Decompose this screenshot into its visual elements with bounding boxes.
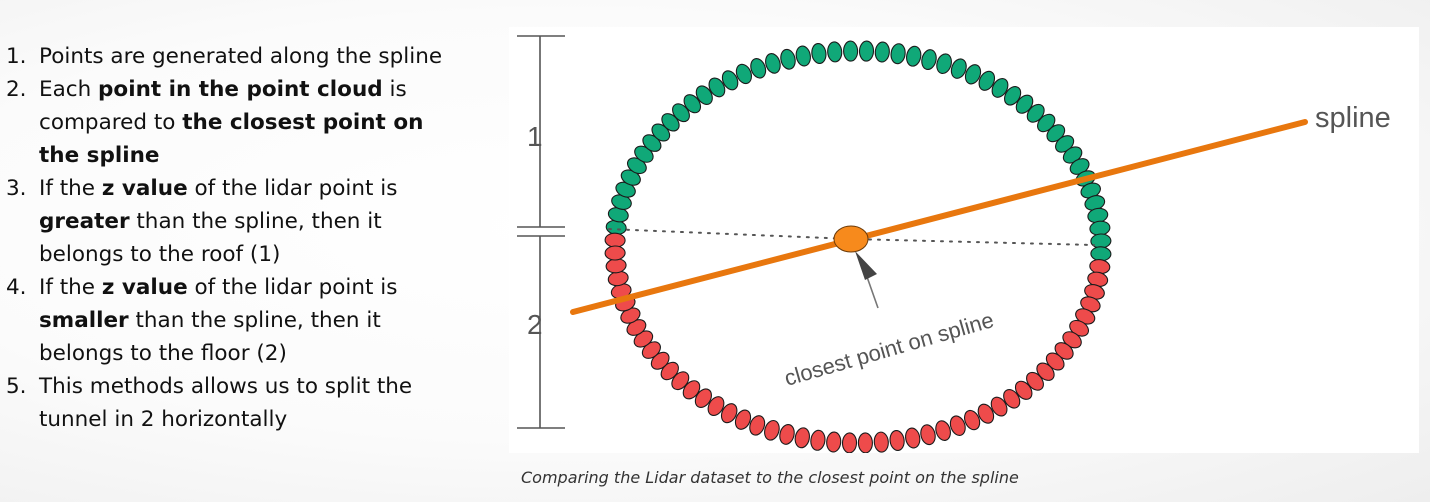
lidar-point [920,424,936,446]
lidar-point [1004,86,1022,106]
lidar-point [720,403,738,424]
step-number: 2. [6,77,27,102]
step-number: 5. [6,374,27,399]
step-text: Points are generated along the spline [39,44,443,69]
lidar-point [978,70,996,91]
spline-split-diagram: 1 2 spline closest point on spline [517,35,1391,453]
figure-caption: Comparing the Lidar dataset to the close… [521,468,1019,487]
lidar-point [889,429,905,452]
step-item: 5. This methods allows us to split the tu… [0,370,470,436]
arrow-head [855,251,877,280]
spline-line [570,119,1308,315]
lidar-point [950,58,967,79]
lidar-point [857,432,873,453]
lidar-point [810,429,826,451]
lidar-point [683,94,702,114]
closest-point-marker [833,225,869,253]
lidar-point [921,49,937,71]
lidar-point [991,78,1009,98]
dotted-line-left [608,228,852,240]
step-text: If the z value of the lidar point is sma… [39,275,398,366]
lidar-point [843,40,859,62]
lidar-point [750,58,767,79]
lidar-point [604,245,626,261]
lidar-point [949,415,966,436]
lidar-point [749,415,766,436]
step-number: 4. [6,275,27,300]
floor-section-label: 2 [527,309,543,340]
lidar-point [721,70,739,91]
lidar-point [764,419,780,441]
lidar-point [779,423,795,445]
step-number: 3. [6,176,27,201]
lidar-point [734,409,752,430]
lidar-point [708,77,726,98]
arrow-shaft [865,273,879,309]
lidar-point [795,45,811,67]
step-list: 1. Points are generated along the spline … [0,40,470,436]
step-item: 3. If the z value of the lidar point is g… [0,172,470,271]
lidar-point [1090,233,1112,249]
lidar-point [841,432,858,453]
lidar-point [890,43,906,65]
lidar-point [905,427,921,449]
diagram-panel: 1 2 spline closest point on spline [509,27,1419,453]
step-text: Each point in the point cloud is compare… [39,77,424,168]
lidar-point [874,41,890,63]
roof-section-label: 1 [527,121,543,152]
step-item: 4. If the z value of the lidar point is s… [0,271,470,370]
step-text: This methods allows us to split the tunn… [39,374,413,432]
step-item: 1. Points are generated along the spline [0,40,470,73]
lidar-point [858,40,875,62]
lidar-point [604,232,626,248]
dotted-line-right [850,238,1095,246]
step-number: 1. [6,44,27,69]
step-text: If the z value of the lidar point is gre… [39,176,398,267]
lidar-point [827,41,843,63]
lidar-point [765,53,781,74]
lidar-point [906,45,922,67]
lidar-point [977,403,995,424]
lidar-point [990,396,1008,417]
lidar-point [794,427,810,449]
lidar-point [936,53,952,75]
lidar-point [964,64,982,85]
lidar-point [707,396,725,416]
lidar-point [826,431,842,453]
lidar-point [1003,389,1021,409]
closest-point-label: closest point on spline [781,307,996,391]
spline-label: spline [1315,102,1391,134]
lidar-point [780,48,796,70]
lidar-point [873,431,889,453]
lidar-point [935,420,951,441]
lidar-point [695,85,713,105]
lidar-point [694,388,712,408]
lidar-point [1090,246,1112,262]
lidar-point [1014,380,1033,400]
step-item: 2. Each point in the point cloud is compa… [0,73,470,172]
lidar-point [811,42,827,65]
lidar-point [735,63,752,85]
dimension-guide [517,35,565,429]
floor-point-group [604,232,1111,453]
lidar-point [964,409,981,431]
